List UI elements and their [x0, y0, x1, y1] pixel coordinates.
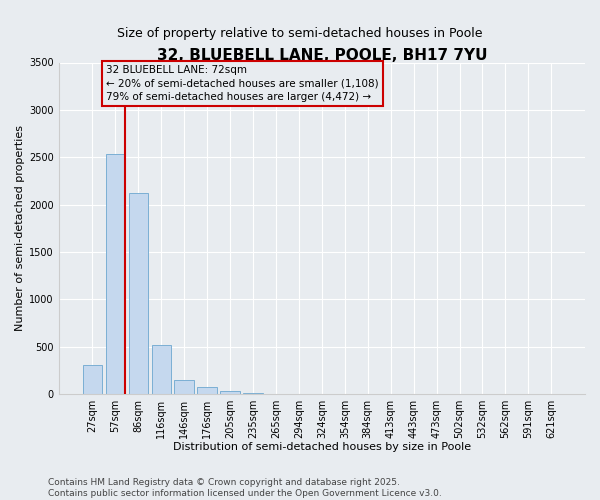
X-axis label: Distribution of semi-detached houses by size in Poole: Distribution of semi-detached houses by … — [173, 442, 471, 452]
Bar — [175, 380, 194, 394]
Bar — [197, 387, 217, 394]
Bar — [244, 393, 263, 394]
Bar — [106, 154, 125, 394]
Bar — [128, 193, 148, 394]
Text: 32 BLUEBELL LANE: 72sqm
← 20% of semi-detached houses are smaller (1,108)
79% of: 32 BLUEBELL LANE: 72sqm ← 20% of semi-de… — [106, 66, 379, 102]
Title: 32, BLUEBELL LANE, POOLE, BH17 7YU: 32, BLUEBELL LANE, POOLE, BH17 7YU — [157, 48, 487, 62]
Y-axis label: Number of semi-detached properties: Number of semi-detached properties — [15, 126, 25, 332]
Bar — [152, 345, 171, 394]
Text: Contains HM Land Registry data © Crown copyright and database right 2025.
Contai: Contains HM Land Registry data © Crown c… — [48, 478, 442, 498]
Bar — [83, 364, 102, 394]
Text: Size of property relative to semi-detached houses in Poole: Size of property relative to semi-detach… — [117, 28, 483, 40]
Bar — [220, 391, 240, 394]
